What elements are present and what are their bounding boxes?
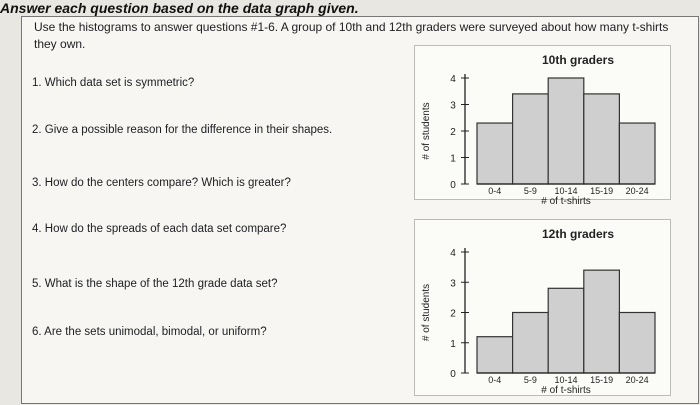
histogram-bar (583, 93, 621, 185)
y-tick-label: 4 (450, 74, 456, 85)
x-axis-label: # of t-shirts (541, 385, 590, 396)
question-1: 1. Which data set is symmetric? (32, 77, 195, 89)
worksheet-intro: Use the histograms to answer questions #… (34, 20, 669, 51)
y-tick-label: 3 (450, 278, 456, 289)
x-tick-label: 20-24 (626, 375, 649, 385)
x-tick-label: 20-24 (626, 186, 649, 196)
histogram-bar (476, 122, 514, 185)
histogram-bar (476, 336, 514, 374)
histogram-bar (547, 77, 585, 185)
y-tick-label: 2 (450, 127, 456, 138)
histogram-bar (511, 93, 549, 185)
x-tick-label: 0-4 (488, 375, 501, 385)
chart-title: 12th graders (542, 227, 614, 241)
page-heading: Answer each question based on the data g… (0, 0, 359, 16)
histogram-10th-graders: 10th graders 0-4 5-9 10-14 15-19 20-24 0 1 2 3 4 # … (414, 45, 671, 207)
question-6: 6. Are the sets unimodal, bimodal, or un… (32, 326, 267, 338)
y-tick-label: 2 (450, 309, 456, 320)
histogram-bar (547, 287, 585, 374)
histogram-12th-svg: 12th graders 0-4 5-9 10-14 15-19 20-24 0 1 2 3 4 # … (421, 227, 656, 396)
y-axis-label: # of students (421, 284, 432, 341)
question-3: 3. How do the centers compare? Which is … (32, 177, 291, 189)
y-tick-label: 0 (450, 180, 456, 191)
y-tick-label: 1 (450, 339, 456, 350)
histogram-bar (618, 311, 656, 374)
x-tick-label: 10-14 (554, 375, 577, 385)
x-tick-label: 15-19 (590, 375, 613, 385)
histogram-bar (583, 269, 621, 374)
x-tick-label: 15-19 (590, 186, 613, 196)
histogram-12th-graders: 12th graders 0-4 5-9 10-14 15-19 20-24 0 1 2 3 4 # … (414, 219, 671, 396)
worksheet: Use the histograms to answer questions #… (21, 16, 699, 404)
x-tick-label: 5-9 (524, 375, 537, 385)
question-4: 4. How do the spreads of each data set c… (32, 223, 287, 235)
y-tick-label: 4 (450, 248, 456, 259)
y-tick-label: 0 (450, 369, 456, 380)
histogram-10th-svg: 10th graders 0-4 5-9 10-14 15-19 20-24 0 1 2 3 4 # … (421, 53, 656, 207)
question-5: 5. What is the shape of the 12th grade d… (32, 278, 278, 290)
histogram-bar (511, 311, 549, 374)
x-tick-label: 10-14 (554, 186, 577, 196)
x-tick-label: 0-4 (488, 186, 501, 196)
x-axis-label: # of t-shirts (541, 196, 590, 207)
y-tick-label: 3 (450, 101, 456, 112)
question-2: 2. Give a possible reason for the differ… (32, 124, 333, 136)
y-tick-label: 1 (450, 154, 456, 165)
x-tick-label: 5-9 (524, 186, 537, 196)
histogram-bar (618, 122, 656, 185)
y-axis-label: # of students (421, 102, 432, 159)
chart-title: 10th graders (542, 53, 614, 67)
